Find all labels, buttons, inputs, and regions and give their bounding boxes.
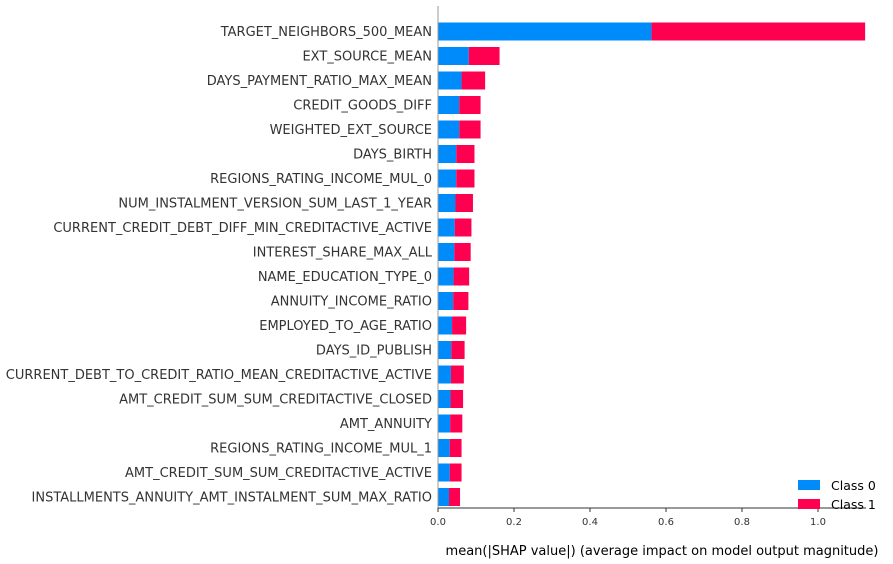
bar-class-1-amt-annuity	[450, 414, 463, 433]
bar-class-0-target-neighbors-500-mean	[438, 22, 652, 41]
bar-class-0-current-debt-to-credit-ratio-mean-creditactive-active	[438, 365, 451, 384]
bar-class-1-amt-credit-sum-sum-creditactive-active	[449, 463, 462, 482]
feature-label-days-id-publish: DAYS_ID_PUBLISH	[316, 344, 432, 359]
legend-swatch-class-0	[798, 480, 820, 490]
bar-class-1-regions-rating-income-mul-0	[456, 169, 475, 188]
legend-label-class-0: Class 0	[831, 478, 876, 493]
feature-label-interest-share-max-all: INTEREST_SHARE_MAX_ALL	[253, 246, 433, 261]
x-tick-label: 0.0	[430, 517, 446, 528]
bar-class-0-credit-goods-diff	[438, 96, 460, 114]
x-tick-label: 0.8	[734, 517, 750, 528]
feature-label-installments-annuity-amt-instalment-sum-max-ratio: INSTALLMENTS_ANNUITY_AMT_INSTALMENT_SUM_…	[32, 491, 432, 506]
bar-class-1-installments-annuity-amt-instalment-sum-max-ratio	[449, 488, 461, 506]
bar-class-0-days-birth	[438, 145, 457, 163]
bar-class-1-regions-rating-income-mul-1	[449, 439, 462, 457]
bar-class-1-annuity-income-ratio	[453, 292, 469, 310]
feature-label-regions-rating-income-mul-1: REGIONS_RATING_INCOME_MUL_1	[210, 442, 432, 457]
legend-swatch-class-1	[798, 499, 820, 509]
bar-class-0-weighted-ext-source	[438, 120, 460, 139]
bar-class-0-amt-credit-sum-sum-creditactive-closed	[438, 390, 451, 408]
feature-label-name-education-type-0: NAME_EDUCATION_TYPE_0	[258, 270, 432, 285]
bar-class-0-installments-annuity-amt-instalment-sum-max-ratio	[438, 488, 450, 506]
bar-class-1-days-payment-ratio-max-mean	[461, 71, 486, 90]
bar-class-1-employed-to-age-ratio	[452, 316, 467, 335]
x-tick-label: 0.6	[658, 517, 674, 528]
feature-label-credit-goods-diff: CREDIT_GOODS_DIFF	[293, 99, 432, 114]
feature-label-current-credit-debt-diff-min-creditactive-active: CURRENT_CREDIT_DEBT_DIFF_MIN_CREDITACTIV…	[53, 221, 432, 236]
x-axis-label: mean(|SHAP value|) (average impact on mo…	[446, 544, 879, 559]
bar-class-1-target-neighbors-500-mean	[651, 22, 866, 41]
bar-class-0-num-instalment-version-sum-last-1-year	[438, 194, 456, 212]
bar-class-1-credit-goods-diff	[459, 96, 481, 114]
bar-class-1-current-credit-debt-diff-min-creditactive-active	[454, 218, 472, 237]
bar-class-0-days-id-publish	[438, 341, 452, 359]
bar-class-0-regions-rating-income-mul-1	[438, 439, 450, 457]
bar-class-1-num-instalment-version-sum-last-1-year	[455, 194, 473, 212]
feature-label-annuity-income-ratio: ANNUITY_INCOME_RATIO	[271, 295, 432, 310]
feature-label-weighted-ext-source: WEIGHTED_EXT_SOURCE	[270, 123, 432, 138]
bar-class-0-annuity-income-ratio	[438, 292, 454, 310]
bar-class-0-name-education-type-0	[438, 267, 454, 286]
feature-label-amt-credit-sum-sum-creditactive-closed: AMT_CREDIT_SUM_SUM_CREDITACTIVE_CLOSED	[119, 393, 432, 408]
bar-class-1-days-id-publish	[451, 341, 465, 359]
bar-class-1-days-birth	[456, 145, 475, 163]
bar-class-0-days-payment-ratio-max-mean	[438, 71, 462, 90]
bar-class-0-amt-credit-sum-sum-creditactive-active	[438, 463, 450, 482]
x-tick-label: 0.4	[582, 517, 598, 528]
bar-class-1-interest-share-max-all	[454, 243, 471, 261]
feature-label-amt-annuity: AMT_ANNUITY	[340, 417, 432, 432]
feature-label-target-neighbors-500-mean: TARGET_NEIGHBORS_500_MEAN	[220, 25, 432, 40]
feature-label-num-instalment-version-sum-last-1-year: NUM_INSTALMENT_VERSION_SUM_LAST_1_YEAR	[118, 197, 432, 212]
bar-class-0-employed-to-age-ratio	[438, 316, 453, 335]
legend: Class 0 Class 1	[798, 478, 876, 512]
bar-class-0-interest-share-max-all	[438, 243, 455, 261]
feature-labels: TARGET_NEIGHBORS_500_MEAN EXT_SOURCE_MEAN…	[6, 25, 433, 506]
feature-label-days-birth: DAYS_BIRTH	[353, 148, 432, 163]
feature-label-regions-rating-income-mul-0: REGIONS_RATING_INCOME_MUL_0	[210, 172, 432, 187]
feature-label-days-payment-ratio-max-mean: DAYS_PAYMENT_RATIO_MAX_MEAN	[207, 74, 432, 89]
bar-class-0-current-credit-debt-diff-min-creditactive-active	[438, 218, 455, 237]
x-tick-label: 1.0	[810, 517, 826, 528]
legend-label-class-1: Class 1	[831, 497, 876, 512]
bar-class-0-amt-annuity	[438, 414, 451, 433]
bar-class-1-name-education-type-0	[453, 267, 470, 286]
bar-class-1-ext-source-mean	[468, 47, 500, 65]
x-ticks: 0.0 0.2 0.4 0.6 0.8 1.0	[430, 508, 826, 528]
bar-class-0-ext-source-mean	[438, 47, 469, 65]
bar-class-1-current-debt-to-credit-ratio-mean-creditactive-active	[450, 365, 464, 384]
bar-class-1-amt-credit-sum-sum-creditactive-closed	[450, 390, 464, 408]
feature-label-amt-credit-sum-sum-creditactive-active: AMT_CREDIT_SUM_SUM_CREDITACTIVE_ACTIVE	[125, 466, 432, 481]
bar-class-0-regions-rating-income-mul-0	[438, 169, 457, 188]
feature-label-employed-to-age-ratio: EMPLOYED_TO_AGE_RATIO	[259, 319, 432, 334]
bar-class-1-weighted-ext-source	[459, 120, 481, 139]
x-tick-label: 0.2	[506, 517, 522, 528]
feature-label-ext-source-mean: EXT_SOURCE_MEAN	[302, 50, 432, 65]
feature-label-current-debt-to-credit-ratio-mean-creditactive-active: CURRENT_DEBT_TO_CREDIT_RATIO_MEAN_CREDIT…	[6, 368, 432, 383]
bars	[438, 22, 866, 506]
